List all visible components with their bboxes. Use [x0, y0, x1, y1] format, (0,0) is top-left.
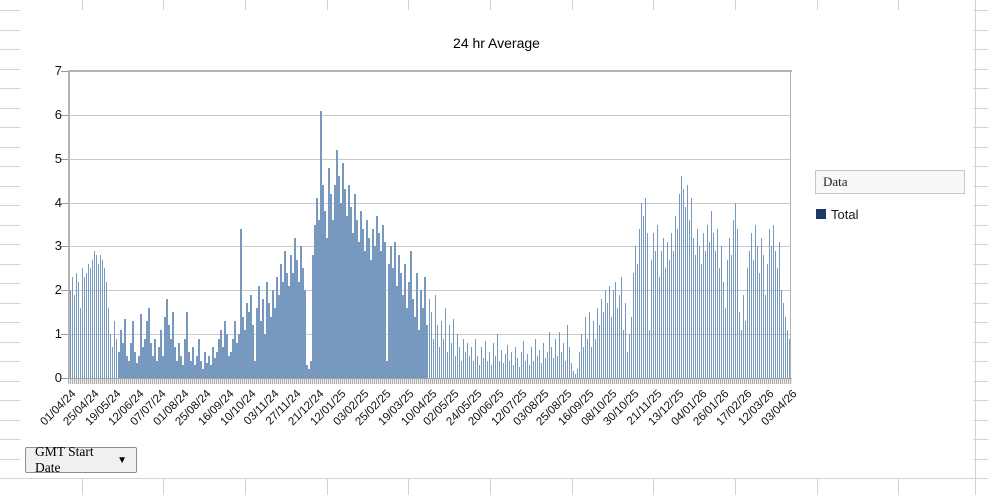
y-axis-label: 4: [54, 194, 62, 210]
dropdown-arrow-icon: ▼: [117, 454, 127, 466]
legend-color-swatch: [816, 209, 826, 219]
y-axis-label: 3: [54, 238, 62, 254]
legend-label: Total: [831, 206, 859, 222]
y-axis-label: 0: [54, 370, 62, 385]
y-axis-label: 7: [54, 63, 62, 78]
bar-series-total: [70, 71, 791, 378]
x-axis-line: [68, 378, 792, 379]
y-axis-label: 2: [54, 282, 62, 298]
x-axis-tick-strip: [68, 379, 792, 384]
y-axis-label: 1: [54, 326, 62, 342]
data-field-button[interactable]: Data: [815, 170, 965, 194]
filter-label: GMT Start Date: [35, 444, 94, 475]
plot-right-border: [790, 71, 791, 378]
gmt-start-date-filter-button[interactable]: GMT Start Date ▼: [25, 444, 137, 475]
plot-area: [61, 70, 792, 384]
y-axis-label: 5: [54, 150, 62, 166]
chart-title: 24 hr Average: [453, 35, 540, 51]
plot-top-border: [68, 70, 792, 72]
legend-item-total[interactable]: Total: [816, 206, 859, 222]
y-axis-label: 6: [54, 106, 62, 122]
y-axis-line: [68, 71, 70, 379]
